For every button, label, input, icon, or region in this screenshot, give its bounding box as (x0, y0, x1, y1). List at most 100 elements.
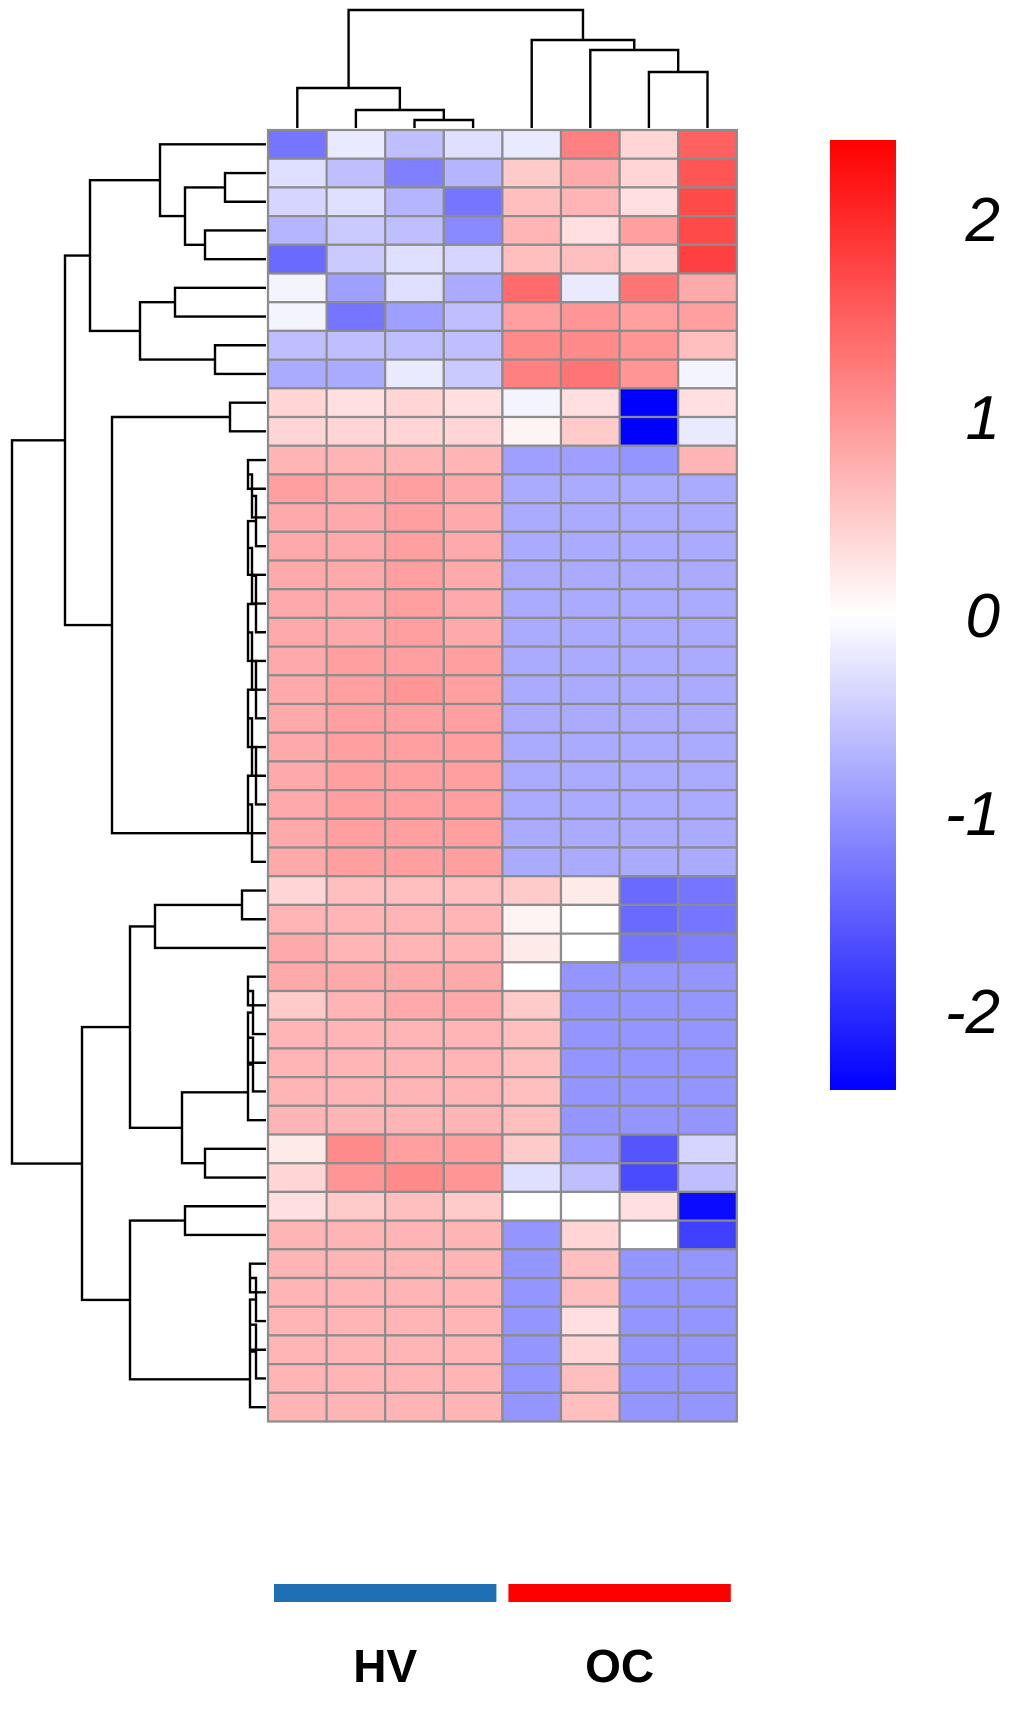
heatmap-cell (677, 502, 738, 533)
heatmap-cell (559, 1133, 621, 1165)
heatmap-cell (442, 875, 504, 907)
heatmap-cell (501, 616, 563, 648)
heatmap-cell (266, 1190, 328, 1222)
heatmap-cell (559, 788, 621, 820)
heatmap-cell (384, 272, 445, 304)
heatmap-cell (266, 588, 328, 620)
heatmap-cell (442, 760, 504, 792)
heatmap-cell (677, 846, 738, 878)
heatmap-cell (618, 932, 680, 964)
heatmap-cell (559, 989, 621, 1021)
heatmap-cell (266, 559, 328, 591)
heatmap-cell (266, 932, 328, 964)
heatmap-cell (266, 817, 328, 849)
heatmap-cell (384, 1305, 445, 1337)
heatmap-cell (325, 702, 387, 734)
heatmap-cell (384, 645, 445, 677)
dendro-branch (647, 70, 709, 128)
dendro-branch (173, 286, 266, 318)
heatmap-cell (559, 559, 621, 591)
heatmap-cell (501, 731, 563, 763)
heatmap-cell (559, 186, 621, 218)
heatmap-cell (325, 616, 387, 648)
heatmap-cell (325, 875, 387, 907)
heatmap-cell (442, 473, 504, 505)
heatmap-cell (384, 760, 445, 792)
heatmap-cell (559, 329, 621, 361)
heatmap-cell (501, 415, 563, 447)
heatmap-cell (618, 415, 680, 447)
heatmap-cell (677, 186, 738, 218)
heatmap-cell (559, 903, 621, 935)
heatmap-cell (325, 1334, 387, 1366)
dendro-branch (530, 38, 636, 128)
heatmap-cell (325, 243, 387, 275)
heatmap-cell (325, 817, 387, 849)
group-label-hv: HV (353, 1640, 417, 1692)
heatmap-cell (266, 272, 328, 304)
heatmap-cell (266, 1362, 328, 1394)
heatmap-cell (442, 1075, 504, 1107)
heatmap-cell (618, 1018, 680, 1050)
heatmap-cell (325, 989, 387, 1021)
heatmap-cell (266, 215, 328, 246)
heatmap-cell (501, 329, 563, 361)
heatmap-cell (559, 358, 621, 390)
heatmap-cell (501, 358, 563, 390)
heatmap-cell (618, 788, 680, 820)
heatmap-cell (677, 817, 738, 849)
heatmap-cell (266, 1104, 328, 1136)
heatmap-cell (384, 301, 445, 333)
heatmap-cell (266, 875, 328, 907)
heatmap-cell (266, 243, 328, 275)
heatmap-cell (559, 444, 621, 476)
heatmap-cell (442, 1362, 504, 1394)
heatmap-cell (325, 1133, 387, 1165)
heatmap-cell (325, 272, 387, 304)
heatmap-cell (618, 215, 680, 246)
heatmap-cell (266, 128, 328, 160)
heatmap-cell (442, 1334, 504, 1366)
heatmap-cell (442, 243, 504, 275)
heatmap-cell (559, 1219, 621, 1251)
heatmap-cell (501, 1391, 563, 1423)
heatmap-cell (677, 760, 738, 792)
column-dendrogram (296, 8, 709, 128)
heatmap-cell (618, 1133, 680, 1165)
heatmap-cell (384, 1162, 445, 1193)
heatmap-cell (618, 989, 680, 1021)
heatmap-cell (677, 1391, 738, 1423)
heatmap-cell (442, 989, 504, 1021)
heatmap-cell (384, 215, 445, 246)
heatmap-cell (325, 444, 387, 476)
heatmap-cell (559, 616, 621, 648)
dendro-branch (110, 415, 252, 835)
heatmap-cell (559, 1391, 621, 1423)
heatmap-cell (501, 903, 563, 935)
heatmap-cell (442, 415, 504, 447)
heatmap-cell (384, 415, 445, 447)
heatmap-cell (266, 1391, 328, 1423)
heatmap-cell (618, 1276, 680, 1308)
heatmap-cell (677, 1248, 738, 1280)
heatmap-cell (266, 1047, 328, 1079)
heatmap-cell (325, 1219, 387, 1251)
heatmap-cell (677, 989, 738, 1021)
heatmap-cell (618, 645, 680, 677)
heatmap-cell (266, 358, 328, 390)
heatmap-cell (559, 387, 621, 419)
heatmap-cell (618, 760, 680, 792)
heatmap-cell (442, 157, 504, 189)
heatmap-cell (618, 387, 680, 419)
heatmap-cell (384, 674, 445, 706)
heatmap-cell (384, 1391, 445, 1423)
heatmap-cell (501, 1133, 563, 1165)
heatmap-cell (501, 215, 563, 246)
heatmap-cell (501, 674, 563, 706)
heatmap-cell (384, 128, 445, 160)
dendro-branch (10, 439, 82, 1165)
heatmap-cell (266, 989, 328, 1021)
heatmap-cell (266, 731, 328, 763)
heatmap-cell (266, 473, 328, 505)
heatmap-cell (442, 1133, 504, 1165)
